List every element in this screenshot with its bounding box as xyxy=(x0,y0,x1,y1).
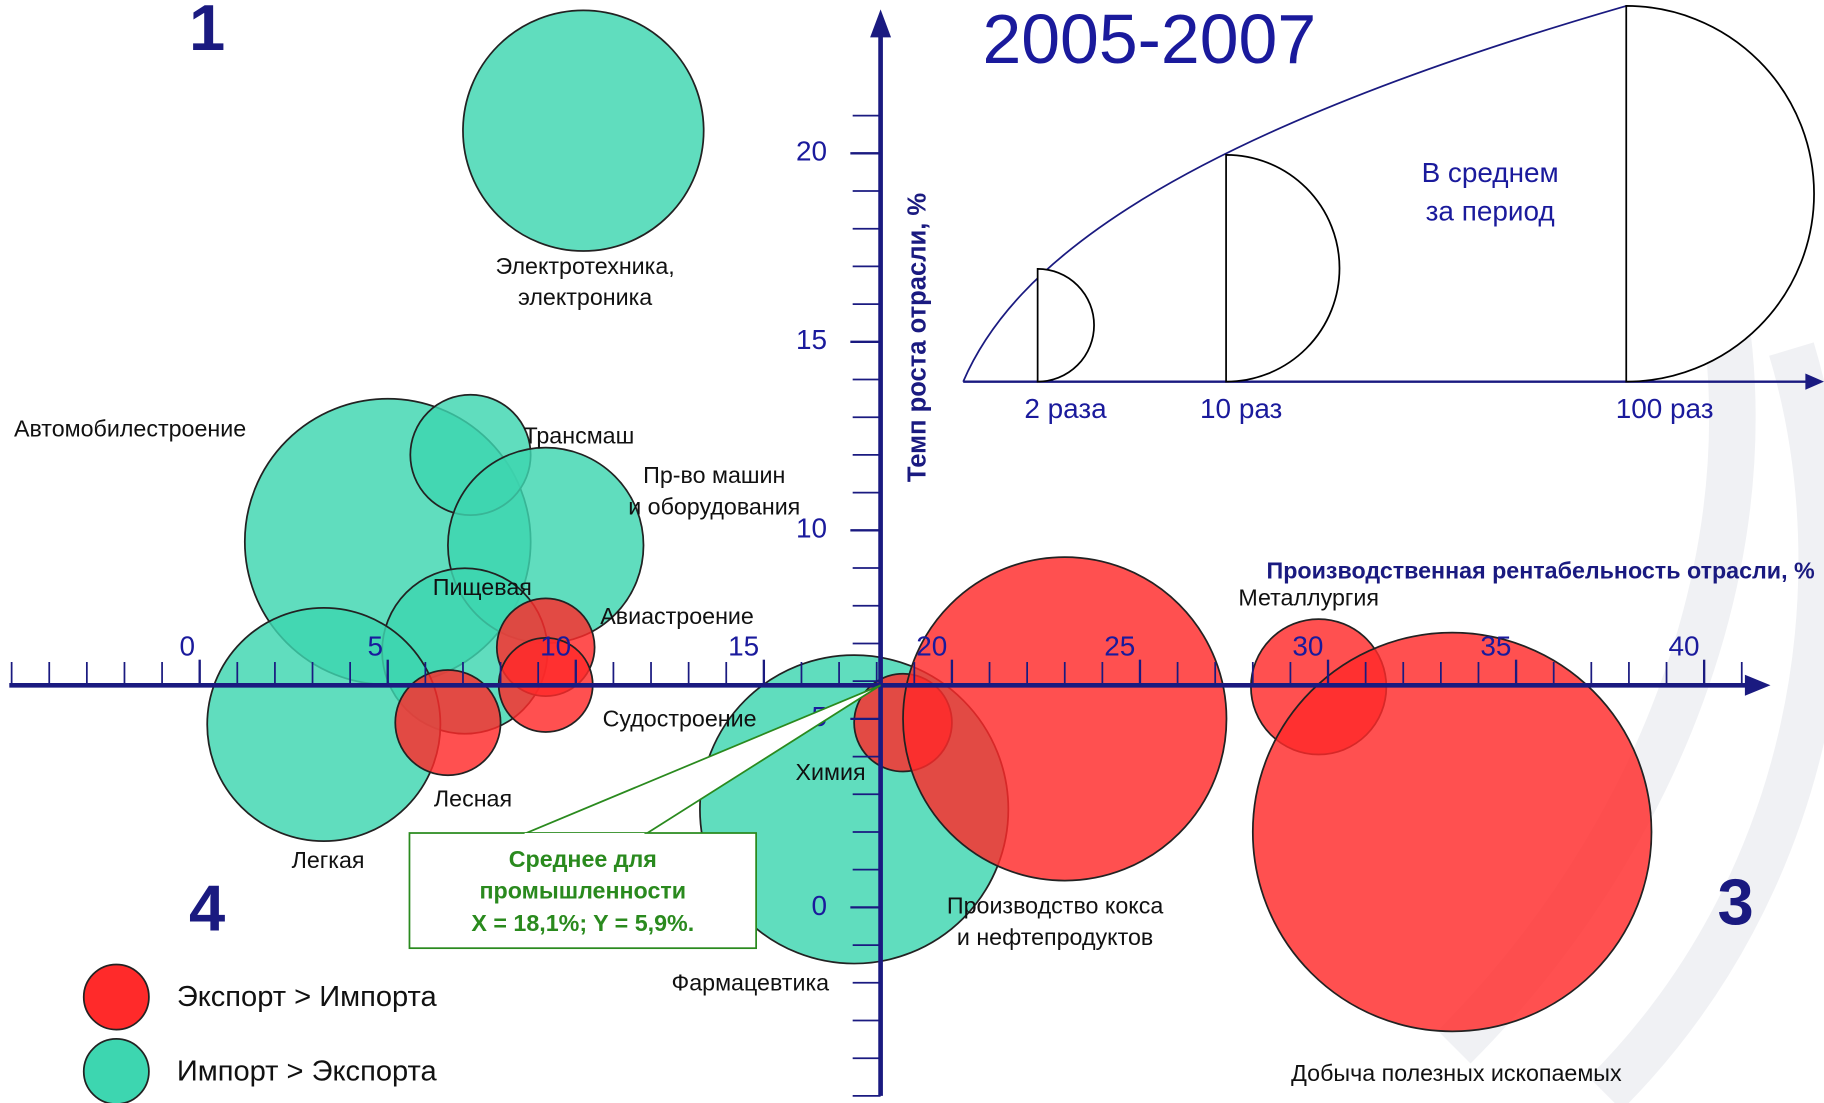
labels: 051015202530354005101520Электротехника,э… xyxy=(14,136,1700,1086)
x-tick-label: 15 xyxy=(728,630,759,661)
legend-label: Импорт > Экспорта xyxy=(177,1055,438,1087)
arrow xyxy=(1805,373,1824,390)
bubble-label: Лесная xyxy=(434,786,512,812)
bubble-label: Легкая xyxy=(292,847,365,873)
bubble xyxy=(462,9,705,252)
annotation: Среднее для промышленности X = 18,1%; Y … xyxy=(408,684,882,950)
x-axis-label: Производственная рентабельность отрасли,… xyxy=(1267,558,1815,584)
y-tick-label: 0 xyxy=(812,890,828,921)
legend-swatch xyxy=(82,1038,150,1103)
bubble-label: Трансмаш xyxy=(523,423,634,449)
legend-label: Экспорт > Импорта xyxy=(177,981,438,1013)
bubble-label: Фармацевтика xyxy=(672,969,830,995)
x-tick-label: 5 xyxy=(368,630,384,661)
x-tick-label: 35 xyxy=(1480,630,1511,661)
bubble xyxy=(394,669,502,777)
annotation-text: Среднее для xyxy=(509,846,657,872)
bubble-label: Судостроение xyxy=(603,705,757,731)
legend: Экспорт > Импорта Импорт > Экспорта xyxy=(82,963,438,1103)
x-tick-label: 30 xyxy=(1292,630,1323,661)
semicircle xyxy=(1625,5,1815,383)
x-tick-label: 25 xyxy=(1104,630,1135,661)
x-tick-label: 10 xyxy=(540,630,571,661)
size-legend-label: 2 раза xyxy=(1024,393,1107,424)
arrow xyxy=(870,9,892,38)
y-tick-label: 20 xyxy=(796,136,827,167)
bubble-label: Пр-во машин xyxy=(643,462,785,488)
annotation-text: X = 18,1%; Y = 5,9%. xyxy=(471,910,694,936)
size-legend-title: за период xyxy=(1426,195,1555,226)
bubble xyxy=(1251,631,1653,1033)
bubble-label: электроника xyxy=(518,284,652,310)
semicircle xyxy=(1225,153,1341,383)
size-legend xyxy=(962,5,1824,390)
x-tick-label: 0 xyxy=(180,630,196,661)
bubble-label: Пищевая xyxy=(433,574,532,600)
bubble-label: Авиастроение xyxy=(600,603,754,629)
quadrant-number: 3 xyxy=(1717,866,1753,939)
y-axis-label: Темп роста отрасли, % xyxy=(904,193,932,482)
bubble-label: Добыча полезных ископаемых xyxy=(1291,1060,1622,1086)
annotation-text: промышленности xyxy=(480,877,687,903)
size-legend-curve xyxy=(962,5,1627,383)
chart-title: 2005-2007 xyxy=(982,0,1316,78)
legend-swatch xyxy=(82,963,150,1031)
y-tick-label: 15 xyxy=(796,324,827,355)
size-legend-label: 10 раз xyxy=(1200,393,1282,424)
bubble-label: Электротехника, xyxy=(496,253,675,279)
quadrant-number: 4 xyxy=(189,871,225,944)
x-tick-label: 40 xyxy=(1668,630,1699,661)
x-tick-label: 20 xyxy=(916,630,947,661)
size-legend-label: 100 раз xyxy=(1616,393,1714,424)
quadrant-number: 1 xyxy=(189,0,225,64)
bubble-label: и оборудования xyxy=(628,494,800,520)
bubble xyxy=(902,556,1228,882)
bubble-label: Производство кокса xyxy=(947,893,1163,919)
bubbles xyxy=(206,9,1653,1033)
size-legend-title: В среднем xyxy=(1422,157,1559,188)
semicircle xyxy=(1036,267,1095,383)
arrow xyxy=(1744,674,1771,696)
y-tick-label: 10 xyxy=(796,513,827,544)
bubble-label: Автомобилестроение xyxy=(14,416,246,442)
annotation-box xyxy=(408,832,757,950)
bubble-label: Химия xyxy=(796,759,866,785)
bubble-label: и нефтепродуктов xyxy=(957,924,1153,950)
bubble-label: Металлургия xyxy=(1238,584,1379,610)
